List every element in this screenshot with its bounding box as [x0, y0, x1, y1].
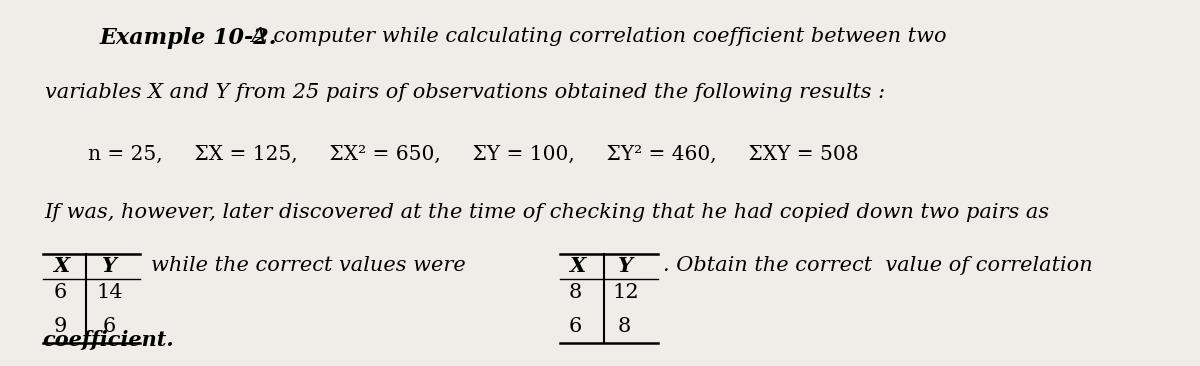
Text: coefficient.: coefficient.: [43, 330, 174, 350]
Text: 9: 9: [54, 317, 67, 336]
Text: 14: 14: [97, 283, 124, 302]
Text: n = 25,     ΣX = 125,     ΣX² = 650,     ΣY = 100,     ΣY² = 460,     ΣXY = 508: n = 25, ΣX = 125, ΣX² = 650, ΣY = 100, Σ…: [88, 145, 859, 164]
Text: while the correct values were: while the correct values were: [151, 255, 466, 274]
Text: 8: 8: [569, 283, 582, 302]
Text: A computer while calculating correlation coefficient between two: A computer while calculating correlation…: [246, 27, 947, 46]
Text: 6: 6: [569, 317, 582, 336]
Text: X: X: [54, 255, 70, 276]
Text: Y: Y: [618, 255, 632, 276]
Text: X: X: [569, 255, 586, 276]
Text: 12: 12: [612, 283, 638, 302]
Text: . Obtain the correct  value of correlation: . Obtain the correct value of correlatio…: [664, 255, 1093, 274]
Text: 8: 8: [618, 317, 631, 336]
Text: If was, however, later discovered at the time of checking that he had copied dow: If was, however, later discovered at the…: [44, 203, 1050, 222]
Text: 6: 6: [102, 317, 115, 336]
Text: Y: Y: [102, 255, 118, 276]
Text: variables X and Y from 25 pairs of observations obtained the following results :: variables X and Y from 25 pairs of obser…: [44, 83, 884, 102]
Text: Example 10-2.: Example 10-2.: [100, 27, 276, 49]
Text: 6: 6: [54, 283, 67, 302]
